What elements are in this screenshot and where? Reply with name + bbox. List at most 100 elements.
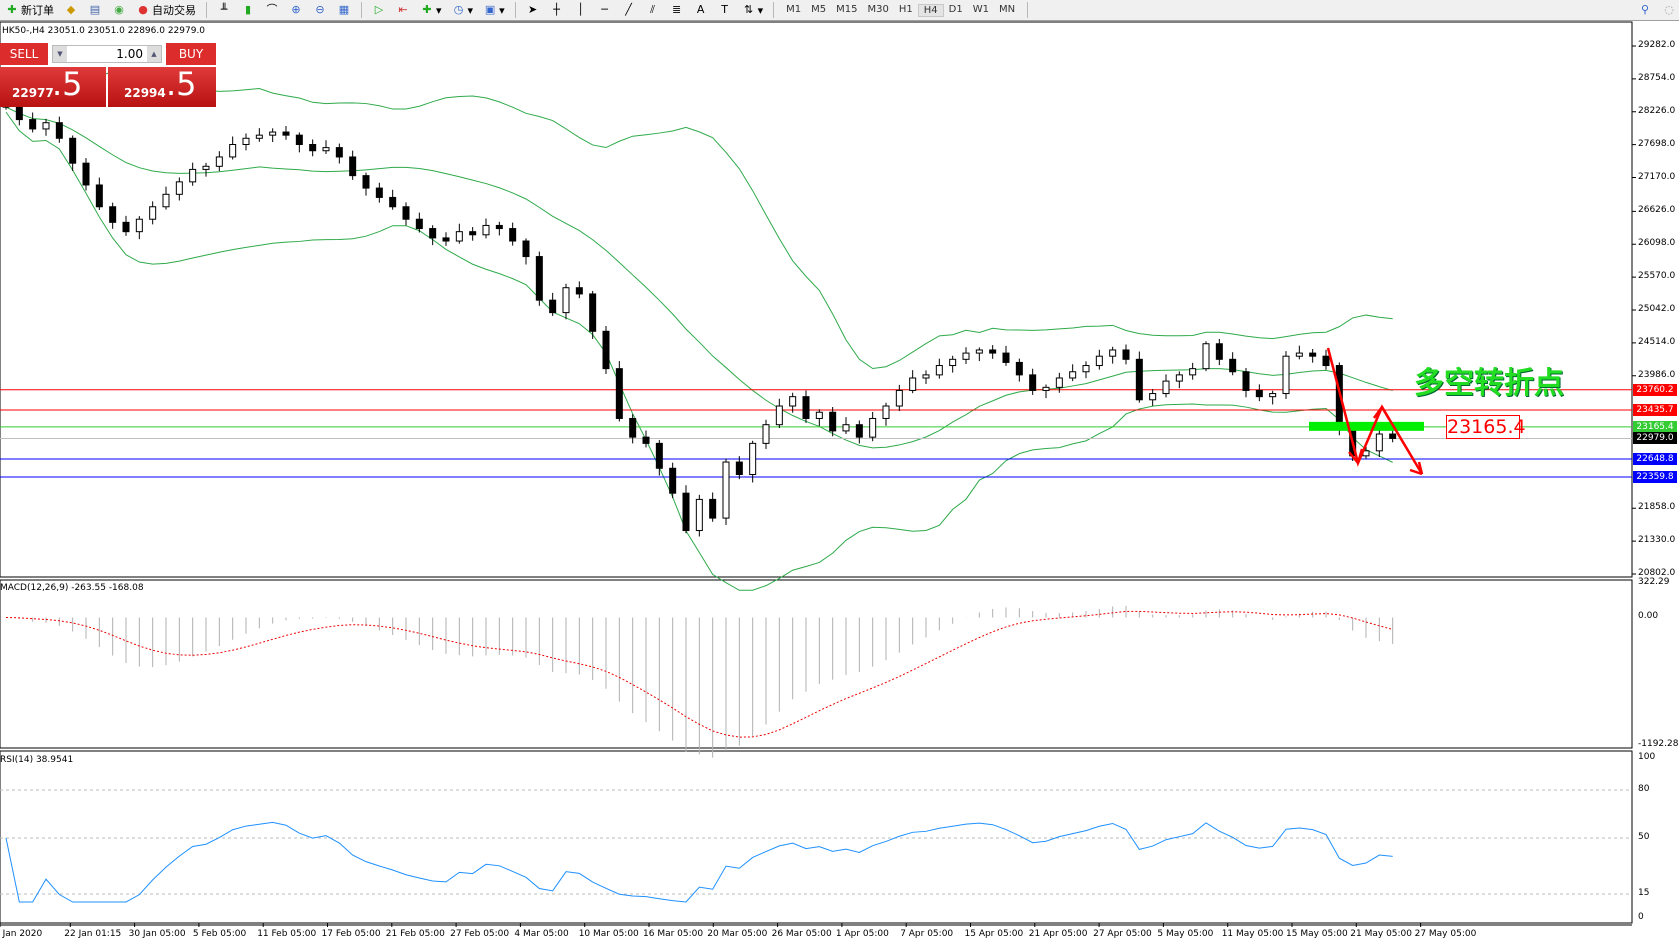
vertical-line-button[interactable]: │ [571, 1, 591, 20]
candle [1162, 374, 1170, 398]
candle [509, 222, 517, 246]
candle [615, 361, 623, 422]
zoom-out-button[interactable]: ⊖ [310, 1, 330, 20]
timeframe-m30[interactable]: M30 [867, 3, 889, 15]
search-icon: ⚲ [1640, 3, 1650, 16]
search-button[interactable]: ⚲ [1635, 1, 1655, 20]
candle [735, 456, 743, 480]
candle [202, 162, 210, 177]
lot-size-stepper[interactable]: ▼ 1.00 ▲ [52, 45, 162, 63]
buy-button[interactable]: BUY [166, 43, 216, 65]
fibo-button[interactable]: ≣ [667, 1, 687, 20]
divider [514, 2, 516, 18]
timeframe-m1[interactable]: M1 [786, 3, 802, 15]
time-axis-label: 5 May 05:00 [1157, 929, 1214, 939]
line-chart-button[interactable]: ⌒ [262, 1, 282, 20]
lot-size-input[interactable]: 1.00 [116, 47, 143, 61]
auto-trading-button[interactable]: ● 自动交易 [133, 1, 199, 20]
candle [429, 225, 437, 246]
sell-price[interactable]: 22977 .5 [0, 65, 106, 107]
indicators-button[interactable]: ✚ ▾ [417, 1, 445, 20]
price-axis-label: 20802.0 [1638, 568, 1676, 578]
arrows-button[interactable]: ⇅ ▾ [739, 1, 767, 20]
candle [1229, 352, 1237, 376]
candle [549, 292, 557, 316]
candle [749, 440, 757, 483]
tile-windows-button[interactable]: ▦ [334, 1, 354, 20]
increase-lot-icon[interactable]: ▲ [147, 46, 161, 62]
timeframe-mn[interactable]: MN [998, 3, 1016, 15]
candle [1282, 351, 1290, 400]
candle [135, 216, 143, 240]
candle [655, 440, 663, 476]
buy-price[interactable]: 22994 .5 [108, 65, 216, 107]
arrow-head-icon [1409, 468, 1423, 476]
auto-trading-icon: ● [138, 3, 148, 16]
price-axis-label: 29282.0 [1638, 40, 1676, 50]
toolbar: ✚ 新订单 ◆ ▤ ◉ ● 自动交易 ╨ ▮ ⌒ ⊕ ⊖ ▦ ▷ ⇤ ✚ ▾ ◷ ▾ ▣… [0, 0, 1679, 21]
trendline-button[interactable]: ╱ [619, 1, 639, 20]
annotation-price-box: 23165.4 [1446, 415, 1526, 439]
price-axis-label: 21858.0 [1638, 502, 1676, 513]
candle [1069, 364, 1077, 382]
macd-axis-label: 0.00 [1638, 611, 1659, 622]
periods-button[interactable]: ◷ ▾ [449, 1, 477, 20]
time-axis-label: 11 May 05:00 [1221, 929, 1284, 939]
bollinger-band-upper [5, 69, 1393, 370]
grid-icon: ▦ [338, 3, 350, 16]
timeframe-m15[interactable]: M15 [836, 3, 858, 15]
label-button[interactable]: T [715, 1, 735, 20]
bar-chart-button[interactable]: ╨ [214, 1, 234, 20]
fibo-fan-icon: ⫽ [650, 3, 656, 16]
candle [1269, 390, 1277, 405]
candle [989, 345, 997, 359]
chart-shift-icon: ⇤ [398, 3, 408, 16]
candlestick-button[interactable]: ▮ [238, 1, 258, 20]
crosshair-button[interactable]: ┼ [547, 1, 567, 20]
price-axis-label: 21330.0 [1638, 535, 1676, 546]
arrow-head-icon [1348, 451, 1359, 464]
rsi-axis-label: 80 [1638, 784, 1650, 794]
candle [42, 118, 50, 136]
timeframe-h4[interactable]: H4 [917, 3, 944, 17]
zoom-out-icon: ⊖ [315, 3, 325, 16]
divider [773, 2, 775, 18]
timeframe-d1[interactable]: D1 [948, 3, 963, 15]
terminal-button[interactable]: ▤ [85, 1, 105, 20]
timeframe-m5[interactable]: M5 [811, 3, 827, 15]
price-axis-label: 25570.0 [1638, 271, 1676, 282]
price-level-label: 23435.7 [1633, 404, 1677, 416]
time-axis-label: 30 Jan 05:00 [128, 929, 186, 939]
new-order-button[interactable]: ✚ 新订单 [2, 1, 57, 20]
price-axis-label: 26626.0 [1638, 205, 1676, 216]
signals-button[interactable]: ◉ [109, 1, 129, 20]
auto-scroll-button[interactable]: ▷ [369, 1, 389, 20]
templates-button[interactable]: ▣ ▾ [484, 3, 505, 17]
zoom-in-button[interactable]: ⊕ [286, 1, 306, 20]
candle [629, 414, 637, 444]
timeframe-w1[interactable]: W1 [972, 3, 989, 15]
candle [1309, 348, 1317, 363]
candle [349, 150, 357, 180]
experts-button[interactable]: ◆ [61, 1, 81, 20]
arrow-head-icon [1372, 406, 1384, 419]
arrow-head-icon [1380, 406, 1391, 420]
template-icon: ▣ [484, 3, 496, 16]
fibo-fan-button[interactable]: ⫽ [643, 1, 663, 20]
zoom-in-icon: ⊕ [291, 3, 301, 16]
candle [1082, 361, 1090, 379]
candle [55, 116, 63, 143]
cursor-button[interactable]: ➤ [523, 1, 543, 20]
timeframe-h1[interactable]: H1 [898, 3, 913, 15]
text-button[interactable]: A [691, 1, 711, 20]
decrease-lot-icon[interactable]: ▼ [53, 46, 67, 62]
sell-button[interactable]: SELL [0, 43, 48, 65]
rsi-header: RSI(14) 38.9541 [0, 755, 74, 765]
chat-button[interactable]: ◌ [1659, 1, 1679, 20]
chart-shift-button[interactable]: ⇤ [393, 1, 413, 20]
price-axis-label: 26098.0 [1638, 238, 1676, 249]
chat-icon: ◌ [1664, 3, 1674, 16]
time-axis-label: 10 Mar 05:00 [578, 929, 639, 939]
horizontal-line-button[interactable]: ─ [595, 1, 615, 20]
